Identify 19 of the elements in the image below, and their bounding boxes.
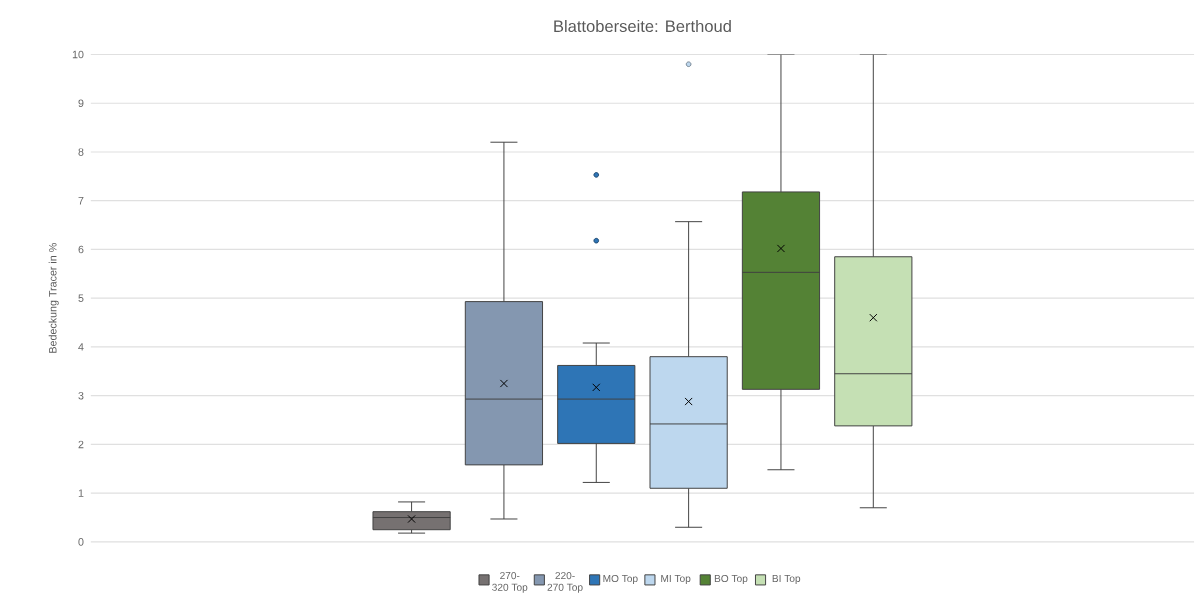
legend-label: 220-270 Top — [547, 572, 583, 593]
legend-label: BI Top — [772, 575, 801, 585]
legend-label: MO Top — [603, 574, 638, 585]
y-tick-label: 0 — [78, 538, 84, 546]
y-tick-label: 1 — [78, 489, 84, 497]
legend-label: MI Top — [661, 575, 691, 585]
y-tick-label: 4 — [78, 343, 84, 351]
legend-label: BO Top — [714, 574, 748, 585]
y-tick-label: 8 — [78, 148, 84, 156]
y-tick-label: 9 — [78, 99, 84, 108]
legend-label: 270-320 Top — [492, 572, 528, 593]
y-tick-label: 6 — [78, 245, 84, 254]
y-tick-label: 3 — [78, 391, 84, 400]
y-tick-label: 10 — [72, 50, 84, 59]
y-tick-label: 7 — [78, 197, 84, 205]
y-tick-label: 2 — [78, 440, 84, 449]
y-tick-label: 5 — [78, 294, 84, 302]
chart-title: Blattoberseite: Berthoud — [554, 19, 731, 33]
y-axis-title: Bedeckung Tracer in % — [48, 243, 59, 353]
